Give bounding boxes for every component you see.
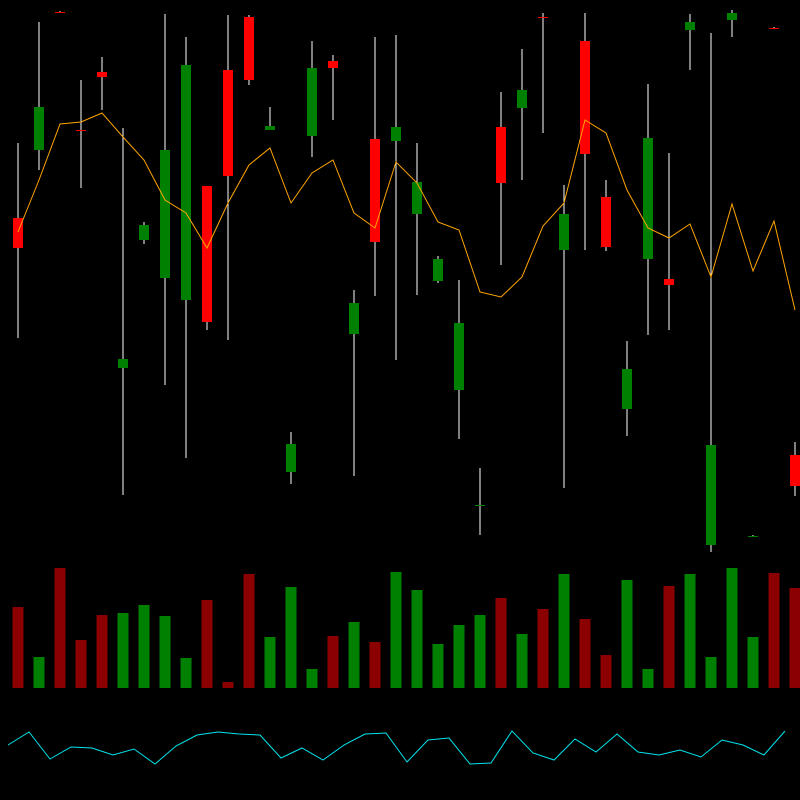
volume-bar — [768, 573, 780, 688]
candle-body — [307, 68, 317, 136]
candle-body — [139, 225, 149, 240]
candle-body — [685, 22, 695, 30]
candle-body — [391, 127, 401, 141]
volume-bar — [390, 572, 402, 688]
volume-bar — [285, 587, 297, 688]
volume-bar — [432, 644, 444, 688]
volume-bar — [516, 634, 528, 688]
volume-bar — [138, 605, 150, 688]
candle-body — [790, 455, 800, 486]
candle-body — [475, 505, 485, 506]
candle-body — [748, 536, 758, 537]
candle-body — [454, 323, 464, 390]
volume-bar — [33, 657, 45, 688]
candle-body — [370, 139, 380, 242]
candle-body — [118, 359, 128, 368]
volume-bar — [453, 625, 465, 688]
candle-body — [643, 138, 653, 259]
volume-bar — [243, 574, 255, 688]
volume-bar — [54, 568, 66, 688]
candle-body — [727, 13, 737, 20]
candle-body — [664, 279, 674, 285]
volume-bar — [201, 600, 213, 688]
line — [7, 730, 786, 765]
candle-body — [622, 369, 632, 409]
volume-bar — [579, 619, 591, 688]
volume-bar — [789, 588, 800, 688]
candle-body — [580, 41, 590, 154]
volume-bar — [117, 613, 129, 688]
candle-body — [181, 65, 191, 300]
volume-bar — [159, 616, 171, 688]
volume-bar — [75, 640, 87, 688]
volume-bar — [369, 642, 381, 688]
candle-body — [412, 182, 422, 214]
candle-body — [244, 17, 254, 80]
volume-bar — [705, 657, 717, 688]
volume-bar — [222, 682, 234, 688]
volume-bar — [411, 590, 423, 688]
candle-body — [76, 130, 86, 131]
volume-bar — [474, 615, 486, 688]
volume-bar — [537, 609, 549, 688]
volume-bar — [96, 615, 108, 688]
volume-bar — [747, 637, 759, 688]
candle-body — [349, 303, 359, 334]
candle-body — [265, 126, 275, 130]
volume-bar — [600, 655, 612, 688]
candle-body — [601, 197, 611, 247]
candle-body — [223, 70, 233, 176]
volume-bar — [495, 598, 507, 688]
candle-body — [55, 12, 65, 13]
volume-bar — [684, 574, 696, 688]
candle-body — [160, 150, 170, 278]
line — [17, 112, 796, 311]
candle-body — [706, 445, 716, 545]
volume-bar — [306, 669, 318, 688]
volume-bar — [12, 607, 24, 688]
volume-bar — [621, 580, 633, 688]
candle-body — [97, 72, 107, 77]
candle-body — [286, 444, 296, 472]
candle-body — [13, 218, 23, 248]
volume-bar — [180, 658, 192, 688]
candle-body — [769, 28, 779, 29]
candle-body — [433, 259, 443, 281]
candle-body — [538, 17, 548, 18]
volume-bar — [663, 586, 675, 688]
volume-bar — [327, 636, 339, 688]
candle-body — [34, 107, 44, 150]
volume-bar — [348, 622, 360, 688]
volume-bar — [726, 568, 738, 688]
candle-body — [202, 186, 212, 322]
volume-bar — [642, 669, 654, 688]
volume-bar — [264, 637, 276, 688]
candle-body — [328, 61, 338, 68]
volume-bar — [558, 574, 570, 688]
candle-body — [559, 214, 569, 250]
candle-body — [496, 127, 506, 183]
candle-body — [517, 90, 527, 108]
